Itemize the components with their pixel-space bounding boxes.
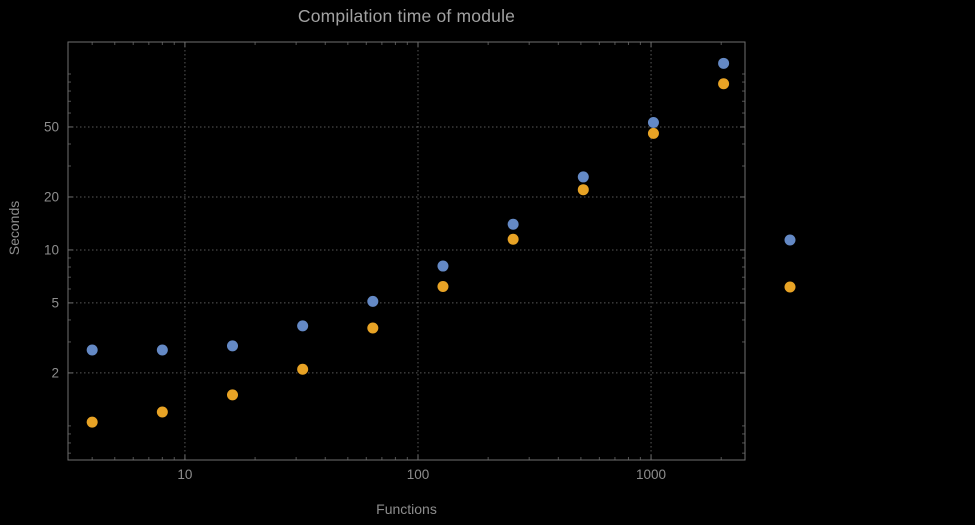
y-tick-label: 20 xyxy=(44,189,59,204)
series-orange-point xyxy=(718,78,730,90)
series-orange-point xyxy=(647,127,659,139)
series-orange-point xyxy=(367,322,379,334)
series-blue-point xyxy=(156,344,168,356)
y-tick-label: 2 xyxy=(51,365,59,380)
series-orange-point xyxy=(437,280,449,292)
legend-marker-series-blue xyxy=(784,234,796,246)
y-tick-label: 10 xyxy=(44,242,59,257)
series-orange-point xyxy=(297,363,309,375)
legend-marker-series-orange xyxy=(784,281,796,293)
series-orange-point xyxy=(226,389,238,401)
y-axis-label: Seconds xyxy=(6,200,22,256)
x-axis-label: Functions xyxy=(376,501,437,517)
series-orange-point xyxy=(577,184,589,196)
series-blue-point xyxy=(367,295,379,307)
y-tick-label: 5 xyxy=(51,295,59,310)
plot-frame xyxy=(67,41,746,461)
series-blue-point xyxy=(226,340,238,352)
chart-title: Compilation time of module xyxy=(297,6,516,26)
series-blue-point xyxy=(718,57,730,69)
x-tick-label: 100 xyxy=(407,467,430,482)
series-orange-point xyxy=(156,406,168,418)
series-blue-point xyxy=(507,218,519,230)
series-blue-point xyxy=(437,260,449,272)
series-blue-point xyxy=(86,344,98,356)
x-tick-label: 1000 xyxy=(636,467,666,482)
series-blue-point xyxy=(647,117,659,129)
series-orange-point xyxy=(86,416,98,428)
x-tick-label: 10 xyxy=(177,467,192,482)
y-tick-label: 50 xyxy=(44,119,59,134)
series-blue-point xyxy=(297,320,309,332)
series-blue-point xyxy=(577,171,589,183)
series-orange-point xyxy=(507,233,519,245)
